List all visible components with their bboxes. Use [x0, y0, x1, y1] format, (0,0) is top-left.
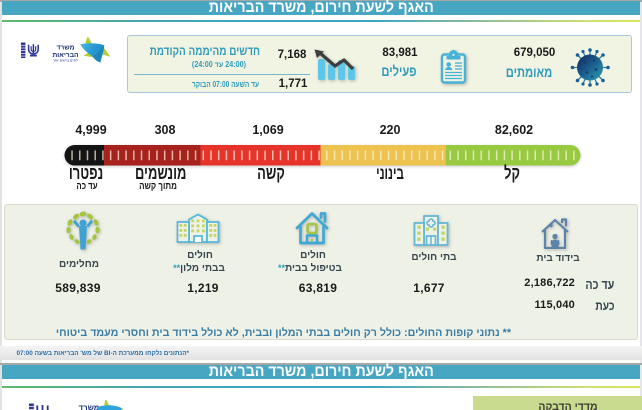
svg-text:משרד: משרד — [57, 44, 75, 51]
svg-text:לחיים בריאים יותר: לחיים בריאים יותר — [53, 58, 78, 62]
svg-text:הבריאות: הבריאות — [52, 52, 78, 59]
svg-text:משרד: משרד — [79, 403, 100, 410]
